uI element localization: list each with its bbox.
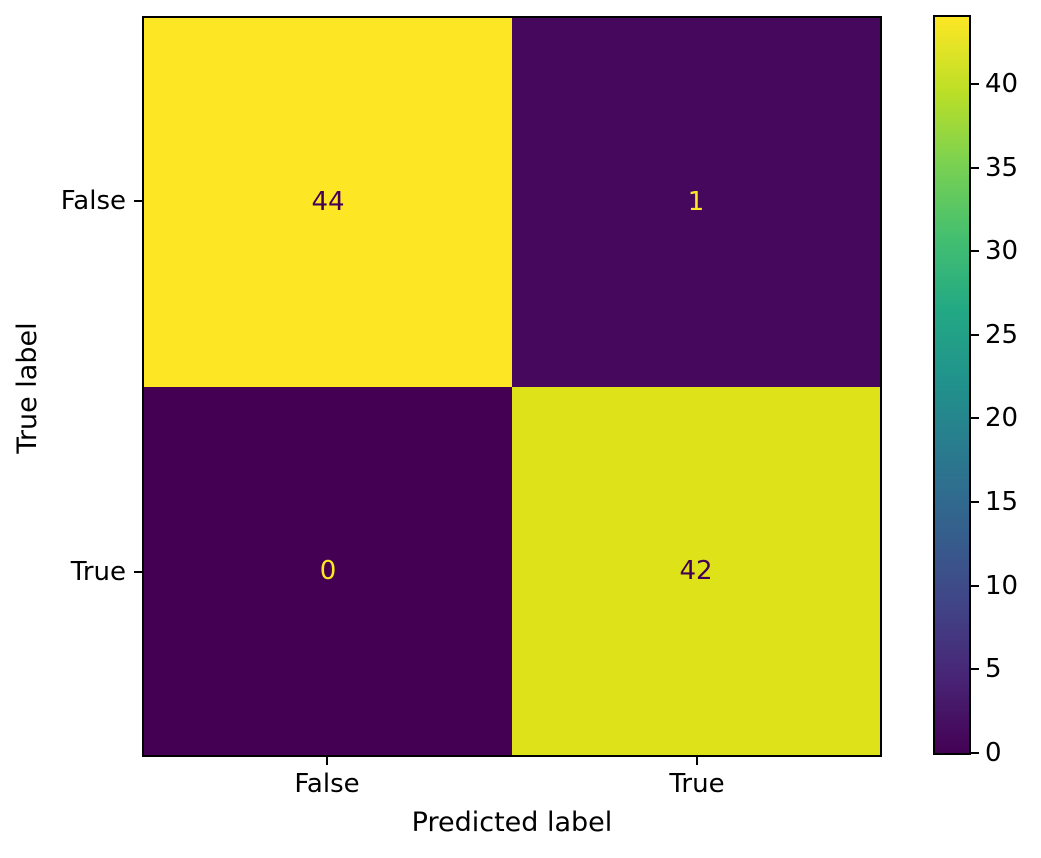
cell-value: 0	[319, 555, 337, 586]
colorbar-tick-mark	[971, 250, 979, 253]
x-tick-mark	[326, 757, 328, 765]
matrix-cell: 0	[144, 386, 512, 755]
colorbar-tick-label: 15	[985, 487, 1019, 518]
colorbar-tick-mark	[971, 584, 979, 587]
colorbar-tick-label: 40	[985, 68, 1019, 99]
cell-value: 44	[311, 187, 345, 218]
cell-value: 1	[687, 187, 705, 218]
x-tick-label: True	[669, 769, 725, 799]
y-tick-mark	[134, 571, 142, 573]
matrix-cell: 42	[512, 386, 880, 755]
x-tick-mark	[696, 757, 698, 765]
colorbar-tick-label: 30	[985, 236, 1019, 267]
colorbar-tick-mark	[971, 166, 979, 169]
y-tick-label: False	[60, 186, 126, 216]
y-tick-label: True	[70, 557, 126, 587]
colorbar-gradient	[935, 17, 969, 753]
x-axis-label: Predicted label	[411, 807, 613, 838]
colorbar-tick-mark	[971, 752, 979, 754]
colorbar-tick-mark	[971, 501, 979, 504]
matrix-cell: 44	[144, 18, 512, 387]
colorbar-tick-label: 20	[985, 403, 1019, 434]
colorbar-tick-mark	[971, 333, 979, 336]
colorbar-tick-label: 0	[985, 738, 1002, 768]
colorbar	[933, 15, 971, 755]
colorbar-tick-mark	[971, 668, 979, 671]
colorbar-tick-label: 10	[985, 570, 1019, 601]
x-tick-label: False	[294, 769, 360, 799]
y-axis-label: True label	[12, 322, 43, 454]
colorbar-tick-label: 25	[985, 319, 1019, 350]
matrix-cell: 1	[512, 18, 880, 387]
heatmap-axes: 44 1 0 42	[142, 16, 882, 757]
cell-value: 42	[679, 555, 713, 586]
y-tick-mark	[134, 200, 142, 202]
colorbar-tick-label: 5	[985, 654, 1002, 685]
colorbar-tick-mark	[971, 417, 979, 420]
colorbar-tick-label: 35	[985, 152, 1019, 183]
colorbar-tick-mark	[971, 82, 979, 85]
